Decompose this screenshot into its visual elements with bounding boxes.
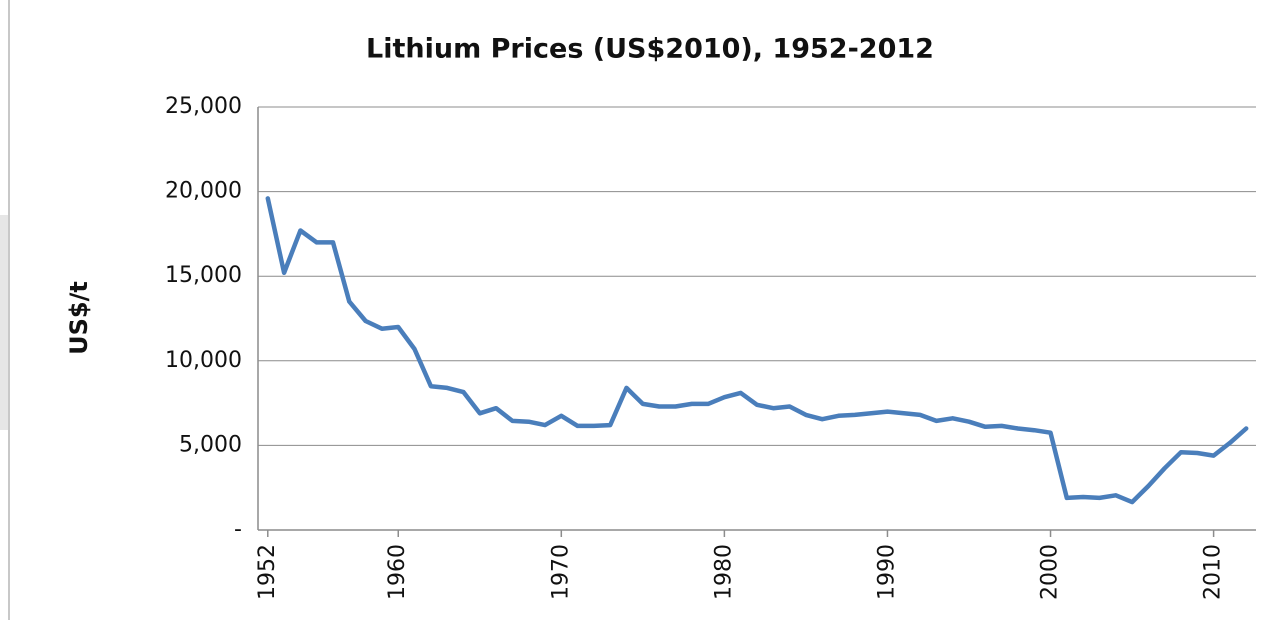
side-panel	[0, 215, 8, 430]
x-tick-label: 2010	[1201, 544, 1226, 600]
x-tick-label: 2000	[1038, 544, 1063, 600]
y-tick-label: 25,000	[165, 94, 242, 119]
x-tick-label: 1990	[874, 544, 899, 600]
chart-title: Lithium Prices (US$2010), 1952-2012	[366, 34, 934, 65]
x-tick-label: 1960	[385, 544, 410, 600]
y-tick-label: 15,000	[165, 263, 242, 288]
x-tick-label: 1952	[255, 544, 280, 600]
y-tick-label: 10,000	[165, 348, 242, 373]
x-tick-label: 1980	[711, 544, 736, 600]
x-tick-label: 1970	[548, 544, 573, 600]
y-tick-label: 5,000	[179, 432, 242, 457]
y-tick-label: 20,000	[165, 179, 242, 204]
data-line	[265, 196, 1249, 505]
y-axis-label: US$/t	[65, 281, 93, 355]
y-tick-label: -	[234, 517, 242, 542]
